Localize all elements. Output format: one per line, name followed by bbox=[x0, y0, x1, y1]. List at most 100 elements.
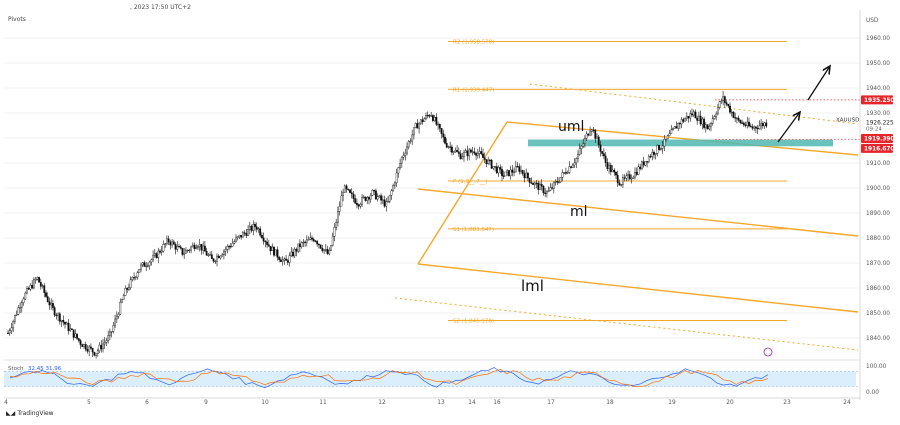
candle-body bbox=[274, 249, 277, 256]
fork-label-ml: ml bbox=[570, 204, 588, 220]
candle-body bbox=[552, 182, 555, 189]
candle-body bbox=[409, 140, 412, 142]
tradingview-icon: ◣◢ bbox=[6, 410, 18, 417]
candle-body bbox=[554, 181, 557, 183]
candle-body bbox=[540, 184, 543, 187]
candle-body bbox=[437, 123, 439, 126]
candle-body bbox=[527, 172, 529, 179]
candle-body bbox=[124, 287, 127, 296]
candle-body bbox=[445, 142, 448, 148]
candle-body bbox=[730, 111, 733, 114]
candle-body bbox=[38, 277, 40, 283]
candle-body bbox=[742, 122, 745, 126]
candle-body bbox=[347, 188, 350, 191]
candle-body bbox=[663, 138, 666, 147]
candle-body bbox=[366, 197, 369, 201]
candle-body bbox=[195, 247, 198, 250]
candle-body bbox=[547, 190, 550, 192]
candle-body bbox=[121, 299, 123, 303]
candle-body bbox=[694, 111, 697, 119]
tradingview-logo[interactable]: ◣◢ TradingView bbox=[6, 410, 54, 417]
candle-body bbox=[259, 228, 262, 236]
time-axis[interactable]: 4 5 6 9 10 11 12 13 14 16 17 18 19 20 23 24 bbox=[4, 397, 860, 406]
candle-body bbox=[266, 241, 268, 245]
price-tag-text: 1926.225 bbox=[866, 120, 894, 126]
candle-body bbox=[209, 254, 211, 256]
time-tick-label: 20 bbox=[726, 400, 734, 406]
candle-body bbox=[226, 245, 229, 250]
candle-body bbox=[698, 115, 700, 121]
candle-body bbox=[514, 165, 517, 173]
candle-body bbox=[682, 119, 685, 122]
candle-body bbox=[178, 245, 180, 248]
candle-body bbox=[416, 123, 419, 129]
candle-body bbox=[406, 146, 408, 154]
time-tick-label: 11 bbox=[319, 400, 327, 406]
candle-body bbox=[480, 151, 483, 155]
candle-body bbox=[414, 123, 417, 128]
price-tick-label: 1950.00 bbox=[866, 61, 890, 67]
candle-body bbox=[145, 265, 148, 268]
support-zone[interactable] bbox=[528, 99, 860, 147]
candle-body bbox=[34, 279, 37, 281]
candle-body bbox=[383, 199, 386, 207]
candle-body bbox=[98, 344, 101, 351]
candle-body bbox=[238, 234, 241, 238]
candle-body bbox=[354, 198, 357, 204]
candle-body bbox=[15, 314, 18, 316]
candle-body bbox=[463, 152, 465, 157]
candle-body bbox=[48, 301, 51, 306]
candle-body bbox=[254, 224, 256, 227]
candle-body bbox=[343, 185, 346, 193]
stochastic-panel[interactable]: Stoch 32.45 31.96 0.00 100.00 bbox=[4, 359, 887, 396]
candle-body bbox=[131, 277, 134, 280]
candle-body bbox=[257, 228, 260, 230]
candle-body bbox=[755, 126, 757, 129]
candle-body bbox=[388, 194, 391, 202]
candle-body bbox=[381, 199, 384, 201]
arrow-up-small bbox=[777, 112, 800, 143]
candle-body bbox=[630, 178, 633, 180]
candle-body bbox=[185, 249, 187, 254]
candle-body bbox=[537, 182, 540, 190]
candle-body bbox=[214, 260, 217, 263]
candle-body bbox=[596, 136, 598, 139]
candle-body bbox=[235, 237, 237, 242]
candle-body bbox=[77, 338, 80, 341]
candle-body bbox=[342, 192, 344, 197]
candle-body bbox=[558, 181, 560, 183]
candle-body bbox=[673, 126, 676, 129]
pitchfork[interactable] bbox=[394, 83, 859, 351]
candle-body bbox=[269, 246, 272, 252]
candle-body bbox=[570, 166, 572, 168]
bar-timer: 09:24 bbox=[866, 126, 882, 132]
candle-body bbox=[741, 122, 743, 124]
candle-body bbox=[69, 328, 72, 331]
candle-body bbox=[544, 192, 547, 194]
candle-body bbox=[10, 327, 13, 331]
candle-body bbox=[76, 333, 78, 339]
candle-body bbox=[642, 161, 645, 166]
arrows[interactable] bbox=[777, 66, 830, 143]
candle-body bbox=[205, 251, 208, 256]
candle-body bbox=[589, 131, 591, 136]
price-tick-label: 1960.00 bbox=[866, 36, 890, 42]
candle-body bbox=[67, 322, 70, 331]
symbol-label: XAUUSD bbox=[836, 117, 859, 123]
price-axis[interactable]: USD 1840.00 1850.00 1860.00 1870.00 1880.00 18… bbox=[859, 10, 890, 400]
candle-body bbox=[41, 285, 44, 287]
time-tick-label: 12 bbox=[378, 400, 386, 406]
candle-body bbox=[751, 126, 754, 129]
candle-body bbox=[280, 259, 282, 262]
candle-body bbox=[715, 113, 718, 117]
candle-body bbox=[615, 172, 617, 176]
candle-body bbox=[376, 196, 379, 200]
candle-body bbox=[302, 241, 305, 244]
indicator-label: Pivots bbox=[8, 16, 26, 23]
candle-body bbox=[83, 343, 85, 347]
event-icon bbox=[763, 347, 773, 357]
candle-body bbox=[432, 115, 434, 121]
candle-body bbox=[601, 151, 604, 154]
candle-body bbox=[734, 117, 737, 119]
